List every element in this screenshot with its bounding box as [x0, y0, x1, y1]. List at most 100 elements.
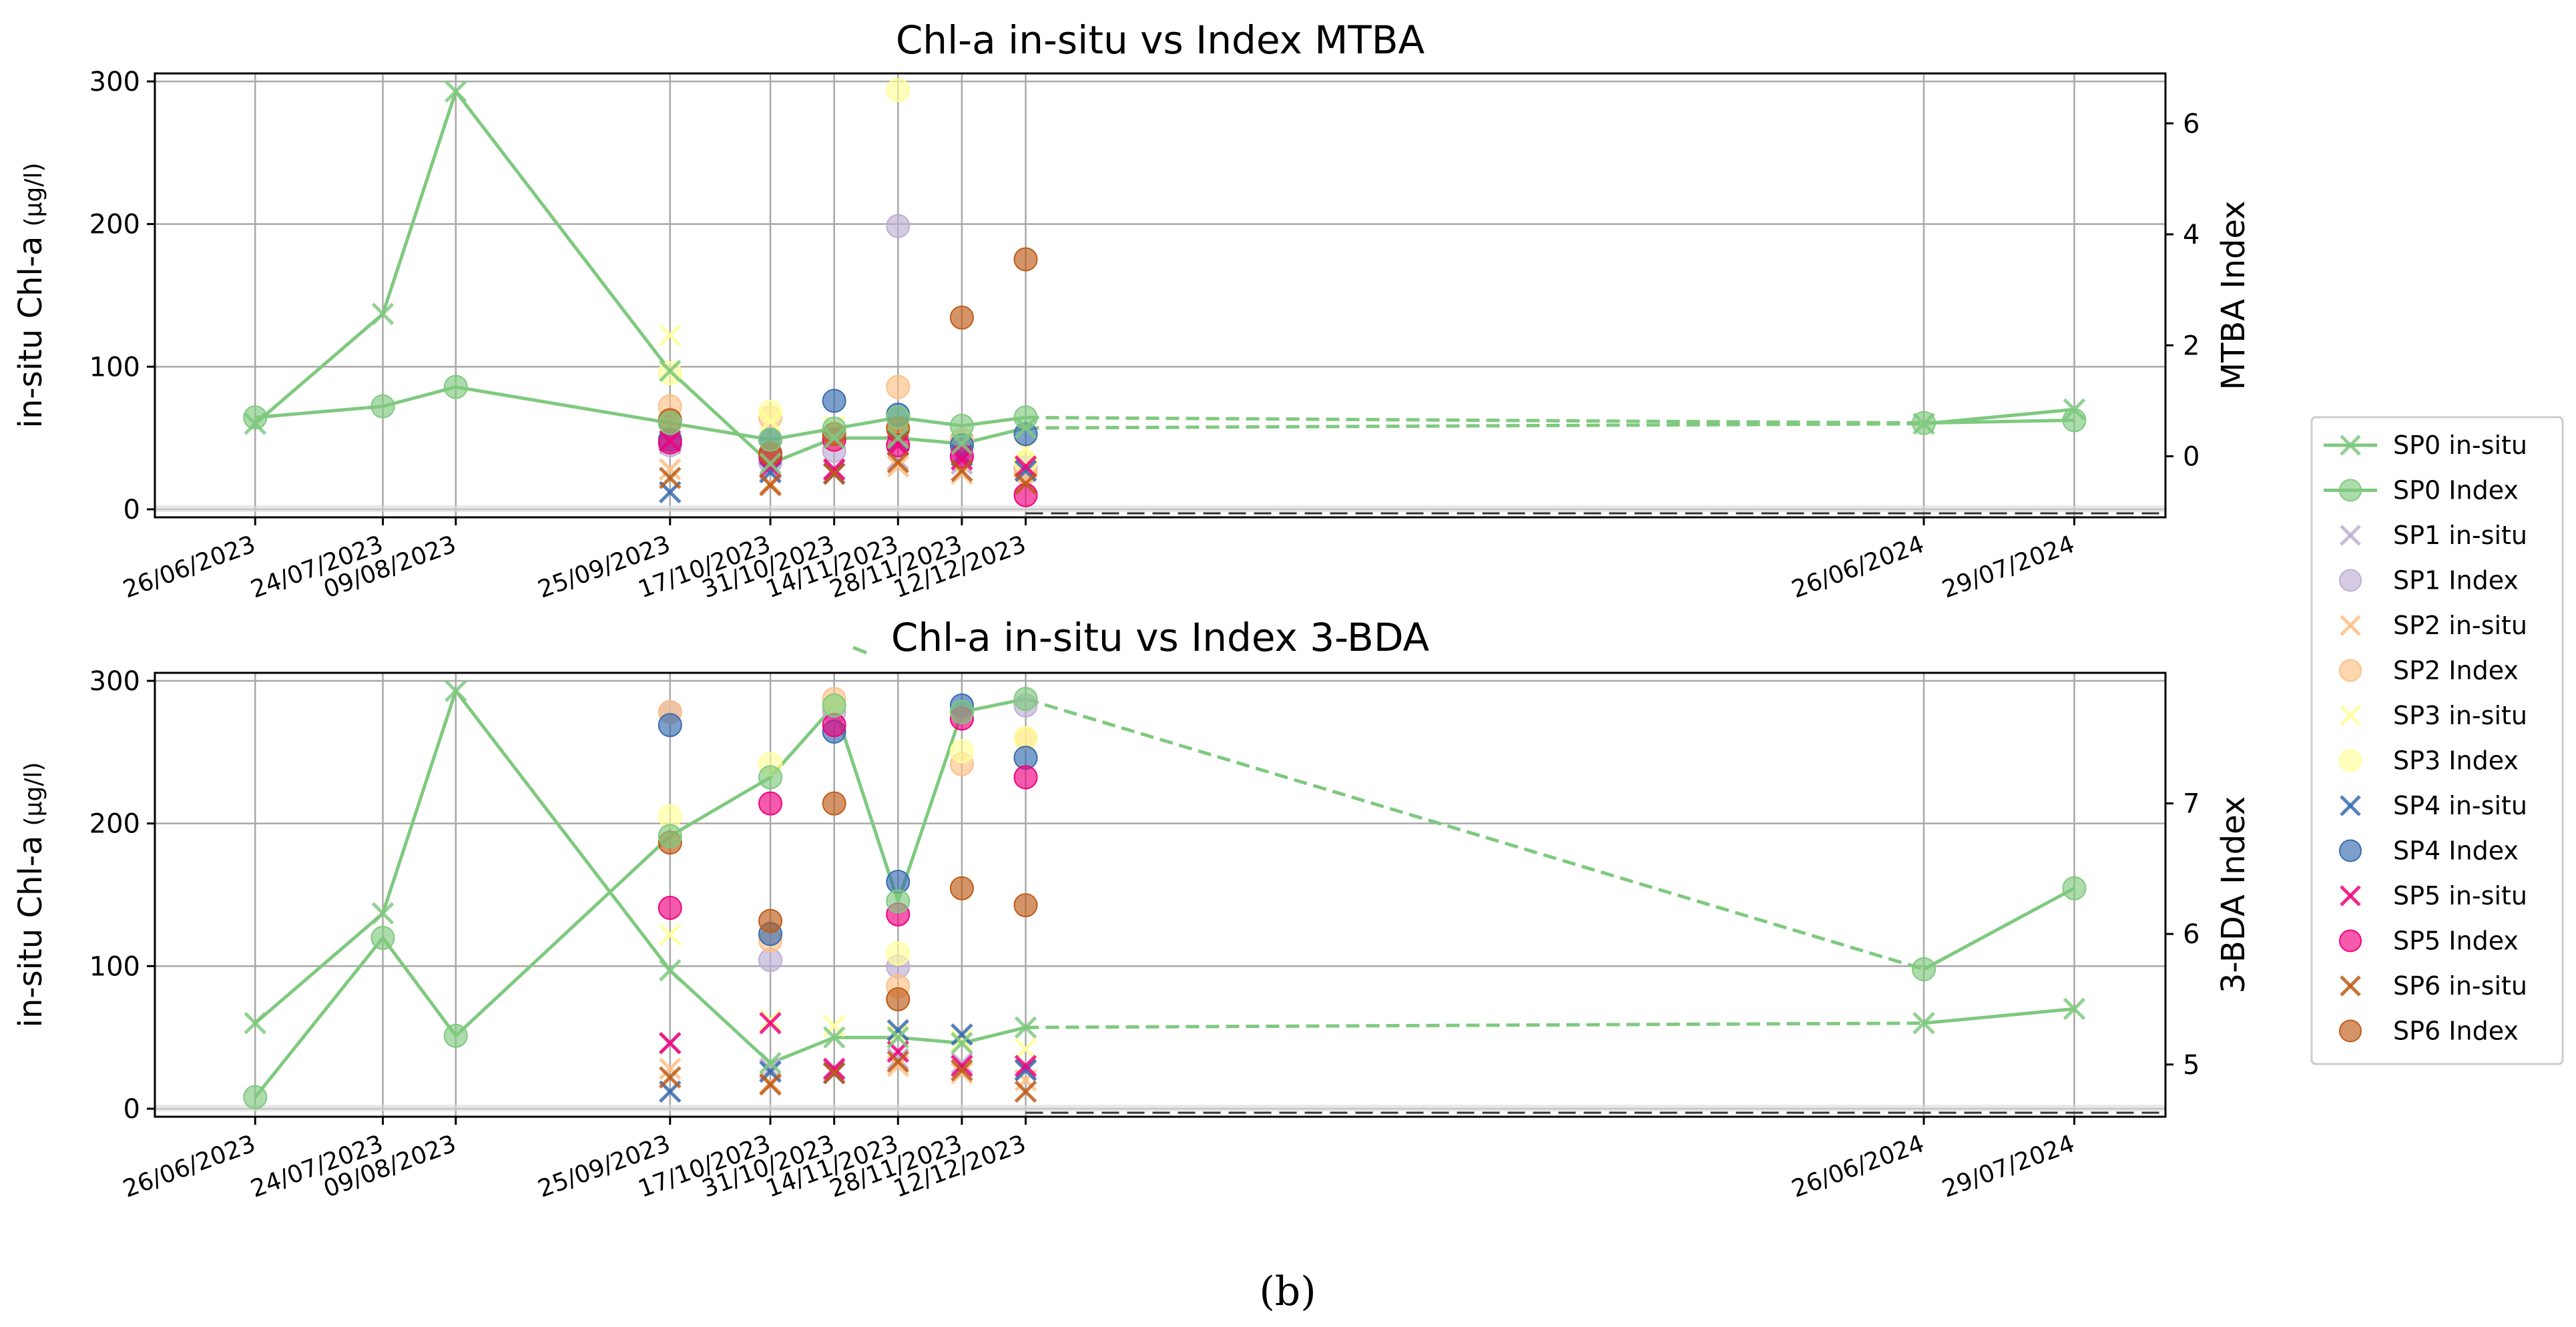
point-SP2-index: [886, 374, 911, 399]
point-SP6-insitu: [822, 1061, 846, 1085]
point-SP0-insitu: [371, 302, 395, 326]
x-tick-label: 26/06/2024: [1788, 531, 1928, 603]
series-SP6: [658, 791, 1038, 1103]
legend-item: SP1 in-situ: [2340, 521, 2527, 550]
series-SP0-insitu-line-tail: [1923, 1007, 2075, 1025]
legend-label: SP4 in-situ: [2393, 791, 2527, 820]
y-tick-label: 300: [89, 67, 140, 97]
series-SP0-lines: [254, 687, 2075, 1099]
point-SP0-insitu: [371, 902, 395, 925]
point-SP0-index: [2062, 876, 2087, 900]
point-SP0-insitu: [886, 427, 910, 449]
point-SP0-insitu: [445, 80, 467, 103]
legend-o-marker: [2339, 839, 2362, 862]
x-marker-stroke: [951, 1059, 973, 1082]
x-tick-label: 26/06/2023: [119, 1130, 259, 1203]
x-marker-stroke: [951, 1029, 973, 1052]
point-SP5-insitu: [1014, 1055, 1037, 1077]
x-marker-stroke: [951, 1023, 973, 1046]
x-marker-stroke: [659, 1057, 682, 1080]
y-tick-label: 200: [89, 210, 140, 240]
x-marker-stroke: [1912, 1012, 1935, 1035]
legend-o-marker: [2339, 569, 2362, 592]
x-marker-stroke: [886, 455, 910, 478]
point-SP6-insitu: [1014, 1080, 1037, 1103]
point-SP2-insitu: [659, 458, 682, 481]
x-marker-stroke: [759, 1073, 782, 1096]
y-tick-label: 200: [89, 809, 140, 840]
legend-o-marker: [2339, 659, 2362, 682]
x-marker-stroke: [659, 359, 682, 382]
point-SP0-index: [886, 889, 911, 914]
point-SP0-index: [1013, 687, 1038, 712]
x-marker-stroke: [951, 432, 973, 455]
legend-item: SP2 Index: [2339, 656, 2519, 686]
point-SP0-index: [822, 693, 846, 718]
point-SP5-index: [1013, 765, 1038, 790]
series-SP0-index-line-dashed: [1025, 415, 1924, 425]
x-marker-stroke: [2063, 997, 2086, 1021]
x-marker-stroke: [244, 1012, 267, 1035]
y-tick-label: 0: [123, 495, 140, 525]
point-SP0-insitu: [244, 413, 267, 435]
point-SP0-insitu: [951, 1031, 973, 1055]
legend-label: SP2 in-situ: [2393, 611, 2527, 640]
point-SP0-index: [658, 411, 682, 435]
legend-item: SP4 in-situ: [2340, 791, 2527, 820]
series-SP0-lines: [254, 87, 2075, 466]
point-SP3-insitu: [659, 324, 682, 347]
point-SP3-index: [949, 739, 974, 764]
point-SP6-insitu: [886, 451, 910, 474]
legend-o-marker: [2339, 479, 2362, 502]
y2-tick-label: 0: [2183, 442, 2200, 473]
y-axis-label-unit: (μg/l): [20, 762, 47, 826]
point-SP5-insitu: [951, 1055, 973, 1077]
x-marker-stroke: [244, 413, 267, 435]
x-marker-stroke: [822, 462, 846, 485]
y-axis-left: 0 100 200 300: [89, 67, 155, 525]
point-SP6-insitu: [659, 467, 682, 489]
point-SP0-index: [758, 427, 783, 452]
x-marker-stroke: [822, 1057, 846, 1080]
point-SP0-insitu: [759, 1051, 782, 1075]
x-marker-stroke: [1014, 1037, 1037, 1061]
y-axis-left: 0 100 200 300: [89, 666, 155, 1125]
point-SP6-insitu: [759, 473, 782, 497]
legend-label: SP1 in-situ: [2393, 521, 2527, 550]
series-SP0: [243, 680, 2087, 1109]
point-SP5-index: [658, 896, 682, 920]
legend-item: SP2 in-situ: [2340, 611, 2527, 640]
x-marker-stroke: [1912, 413, 1935, 435]
x-marker-stroke: [1014, 455, 1037, 478]
legend-label: SP3 in-situ: [2393, 701, 2527, 730]
series-SP0-index-line: [255, 385, 1026, 442]
point-SP1-insitu: [951, 1051, 973, 1075]
x-marker-stroke: [886, 427, 910, 449]
x-marker-stroke: [886, 1019, 910, 1042]
legend-x-marker: [2340, 975, 2361, 997]
x-marker-stroke: [759, 409, 782, 433]
point-SP3-index: [886, 77, 911, 102]
point-SP5-insitu: [759, 1012, 782, 1035]
series-SP4: [658, 693, 1038, 1103]
x-marker-stroke: [886, 1023, 910, 1046]
point-SP0-index: [1013, 405, 1038, 430]
point-SP6-insitu: [886, 1050, 910, 1073]
x-marker-stroke: [659, 429, 682, 453]
point-SP4-insitu: [886, 1019, 910, 1042]
point-SP0-insitu: [822, 427, 846, 449]
legend-label: SP2 Index: [2393, 656, 2519, 686]
point-SP0-insitu: [886, 1026, 910, 1049]
legend-item: SP3 Index: [2339, 746, 2519, 776]
point-SP2-insitu: [951, 1061, 973, 1085]
plot-area: [243, 680, 2087, 1109]
legend: SP0 in-situ SP0 Index SP1 in-situ SP1 Index…: [2310, 416, 2564, 1065]
legend-o-marker: [2339, 749, 2362, 772]
point-SP5-insitu: [822, 458, 846, 481]
series-SP5: [658, 706, 1038, 1080]
point-SP0-index: [370, 926, 395, 951]
point-SP1-index: [886, 214, 911, 238]
x-marker-stroke: [822, 458, 846, 481]
